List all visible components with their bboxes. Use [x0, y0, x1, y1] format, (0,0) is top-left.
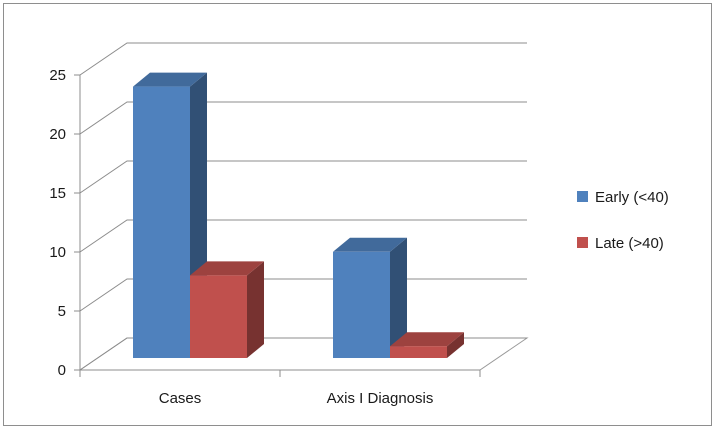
bar-top: [133, 72, 207, 87]
gridline: [79, 42, 527, 76]
x-category-label: Cases: [159, 390, 202, 407]
y-tick-label: 20: [49, 126, 66, 143]
bar-front: [333, 251, 390, 358]
x-category-labels: Cases Axis I Diagnosis: [159, 390, 434, 407]
legend-label: Late (>40): [595, 235, 664, 252]
bar-1-1: [390, 332, 464, 358]
y-tick-label: 25: [49, 67, 66, 84]
y-tick-label: 0: [58, 362, 66, 379]
bar-top: [333, 237, 407, 252]
y-tick-label: 10: [49, 244, 66, 261]
bar-top: [190, 261, 264, 276]
bar-1-0: [333, 237, 407, 358]
y-tick-label: 5: [58, 303, 66, 320]
bar-front: [133, 86, 190, 358]
legend-item: Late (>40): [577, 235, 664, 252]
y-tick-label: 15: [49, 185, 66, 202]
legend-swatch: [577, 237, 588, 248]
bar-side: [390, 237, 407, 358]
gridline: [79, 160, 527, 194]
bar-0-0: [133, 72, 207, 358]
legend: Early (<40) Late (>40): [577, 189, 669, 252]
bar-side: [447, 332, 464, 358]
legend-item: Early (<40): [577, 189, 669, 206]
legend-swatch: [577, 191, 588, 202]
bars: [133, 72, 464, 358]
bar-top: [390, 332, 464, 347]
bar-front: [390, 346, 447, 358]
gridline: [79, 101, 527, 135]
bar-front: [190, 275, 247, 358]
bar-side: [247, 261, 264, 358]
x-category-label: Axis I Diagnosis: [327, 390, 434, 407]
gridline: [79, 219, 527, 253]
legend-label: Early (<40): [595, 189, 669, 206]
y-tick-labels: 0 5 10 15 20 25: [49, 67, 66, 379]
bar-0-1: [190, 261, 264, 358]
axes: [74, 74, 481, 377]
